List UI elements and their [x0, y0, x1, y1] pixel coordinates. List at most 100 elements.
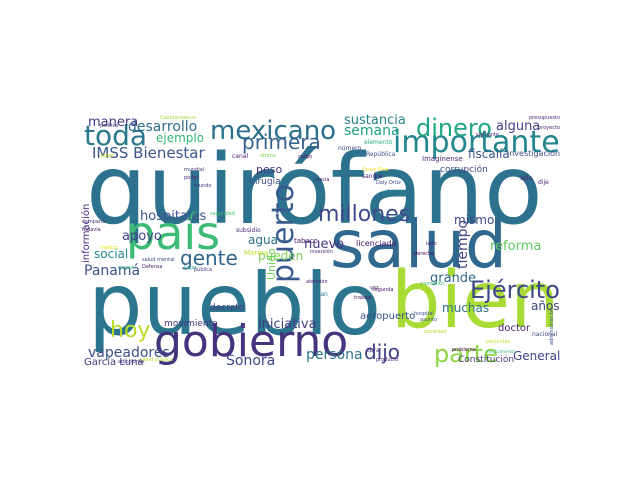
word-investigacion: investigación — [507, 149, 560, 158]
word-cloud: quirófano salud pueblo bien país gobierno impo… — [80, 112, 560, 368]
word-asunto: asunto — [420, 317, 438, 323]
word-sustancia: sustancia — [344, 113, 406, 128]
word-tabaco: tabaco — [294, 237, 318, 245]
word-hospitales: hospitales — [140, 209, 207, 224]
word-panama: Panamá — [84, 263, 141, 279]
word-persona: persona — [306, 347, 363, 363]
word-tan: tan — [318, 291, 328, 298]
word-siguiente: siguiente — [476, 132, 500, 138]
word-seguridad: seguridad — [210, 211, 235, 217]
word-lugar: lugar — [184, 265, 197, 271]
word-proyecto: proyecto — [538, 125, 560, 131]
word-vapeadores: vapeadores — [88, 345, 170, 361]
word-imaginense: Imagínense — [422, 155, 463, 163]
word-manera: manera — [88, 115, 139, 130]
word-ejercito: Ejército — [470, 276, 560, 304]
word-mayor: mayor — [118, 265, 135, 271]
word-gobierno: gobierno — [154, 316, 349, 367]
word-general: General — [513, 349, 560, 363]
word-doctor: doctor — [498, 323, 531, 334]
word-aeropuerto: aeropuerto — [360, 311, 416, 322]
word-dinero: dinero — [416, 114, 492, 142]
word-dijo: dijo — [364, 340, 401, 364]
word-coatzacoalcos: Coatzacoalcos — [160, 115, 196, 121]
word-marina: Marina — [244, 249, 268, 257]
word-daly-ortiz: Daly Ortiz — [376, 180, 401, 186]
word-administracion: administración — [549, 307, 555, 345]
word-atencion: atención — [306, 279, 328, 285]
word-politica: política — [100, 123, 119, 129]
word-movimiento: movimiento — [164, 319, 218, 329]
word-momento: momento — [420, 281, 445, 287]
word-publica: pública — [194, 267, 213, 273]
word-mundo: mundo — [194, 183, 212, 189]
word-canal: canal — [232, 153, 249, 160]
word-salud-publica: salud pública — [140, 357, 174, 363]
word-saber: saber — [100, 153, 114, 159]
word-millones: millones — [318, 202, 411, 227]
word-importante: importante — [393, 125, 560, 160]
word-derecho: derecho — [414, 251, 435, 257]
word-numero: número — [338, 145, 362, 152]
word-parte: parte — [434, 340, 498, 368]
word-vez: vez — [370, 285, 379, 291]
word-alguna: alguna — [496, 119, 541, 134]
word-primera: primera — [242, 130, 321, 154]
word-decreto: decreto — [210, 303, 245, 313]
word-imss-bienestar: IMSS Bienestar — [92, 144, 205, 162]
word-desarrollo: desarrollo — [128, 119, 198, 135]
word-grande: grande — [430, 271, 477, 286]
word-nuevo: nuevo — [304, 237, 345, 252]
word-dije: dije — [538, 179, 549, 186]
word-medico: médico — [100, 245, 119, 251]
word-mundial: mundial — [184, 167, 205, 173]
word-pacientes: pacientes — [486, 339, 511, 345]
word-subsidio: subsidio — [236, 227, 261, 234]
word-adicciones: adicciones — [118, 359, 145, 365]
word-defensa: Defensa — [142, 264, 163, 270]
word-presupuesto: presupuesto — [529, 115, 560, 121]
word-constitucion: Constitución — [458, 355, 515, 365]
word-trabajo: trabajo — [354, 295, 372, 301]
word-mexicano: mexicano — [210, 116, 337, 146]
word-hacia: hacia — [316, 177, 330, 183]
word-pueden: pueden — [258, 249, 304, 263]
word-elemento: elemento — [364, 139, 393, 146]
word-hoy: hoy — [110, 318, 151, 343]
word-gente: gente — [180, 246, 238, 270]
word-peso: peso — [256, 163, 283, 176]
word-cinco: cinco — [382, 189, 406, 199]
word-nacional: nacional — [532, 331, 558, 338]
word-hospital: hospital — [414, 311, 434, 317]
word-ultimo: último — [260, 153, 276, 159]
word-pueblo: pueblo — [88, 255, 382, 355]
word-licenciado: licenciado — [356, 239, 397, 248]
word-toda: toda — [84, 119, 148, 152]
word-segunda: segunda — [372, 287, 394, 293]
word-reforma: reforma — [490, 239, 542, 254]
word-producto: producto — [376, 357, 399, 363]
word-mismo: mismo — [454, 213, 495, 227]
word-sangre: sangre — [362, 173, 383, 180]
word-problema: problema — [452, 347, 476, 353]
word-solo: sólo — [520, 175, 533, 182]
word-lado: lado — [426, 241, 437, 247]
word-anos: años — [531, 299, 560, 313]
word-corrupcion: corrupción — [440, 165, 488, 175]
word-cargo: cargo — [298, 154, 313, 160]
word-pais: país — [126, 206, 221, 260]
word-salud-mental: salud mental — [142, 257, 175, 263]
word-inversion: inversión — [310, 249, 333, 255]
word-garcia-luna: García Luna — [84, 357, 144, 368]
word-social: social — [94, 247, 129, 261]
word-sociedad: sociedad — [424, 329, 447, 335]
word-muchas: muchas — [442, 301, 490, 315]
word-bien: bien — [391, 256, 560, 346]
word-obra: obra — [366, 347, 380, 354]
word-medicamentos: medicamentos — [486, 349, 516, 354]
word-todavia: todavía — [82, 227, 101, 233]
word-quirofano: quirófano — [86, 134, 543, 246]
word-ejemplo: ejemplo — [156, 131, 205, 145]
word-republica: República — [366, 151, 396, 158]
word-salud: salud — [330, 206, 507, 283]
